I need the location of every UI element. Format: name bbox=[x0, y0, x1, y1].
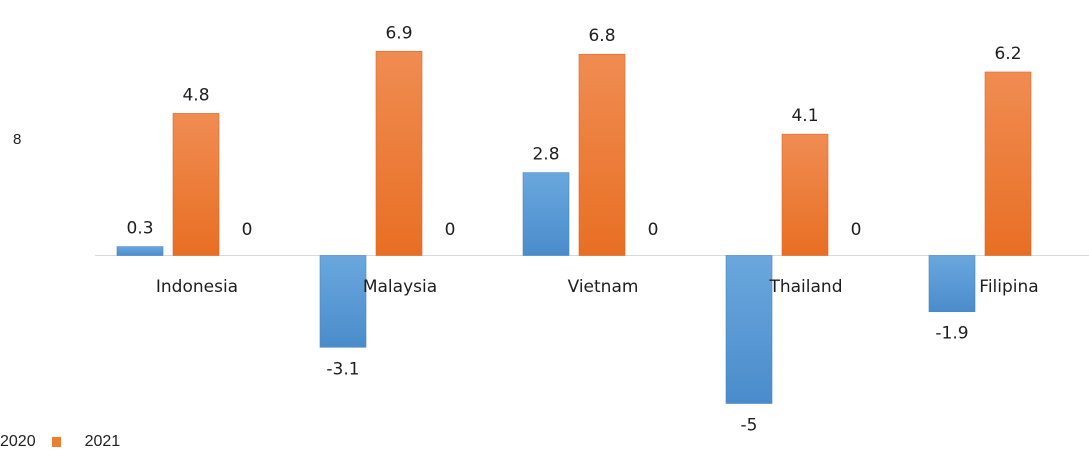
category-label-thailand: Thailand bbox=[768, 277, 842, 297]
data-label-2021-vietnam: 6.8 bbox=[588, 26, 615, 46]
data-label-zero-thailand: 0 bbox=[851, 220, 862, 240]
bar-2021-vietnam bbox=[578, 53, 626, 256]
data-label-2020-filipina: -1.9 bbox=[935, 324, 968, 344]
data-label-zero-indonesia: 0 bbox=[242, 220, 253, 240]
bar-2020-thailand bbox=[725, 255, 773, 404]
bar-2021-thailand bbox=[781, 133, 829, 256]
bar-2021-malaysia bbox=[375, 50, 423, 256]
data-label-2021-malaysia: 6.9 bbox=[385, 23, 412, 43]
legend-item-2020: 2020 bbox=[0, 433, 36, 451]
bar-2021-filipina bbox=[984, 71, 1032, 256]
data-label-2021-indonesia: 4.8 bbox=[182, 85, 209, 105]
bar-2020-filipina bbox=[928, 255, 976, 313]
category-label-vietnam: Vietnam bbox=[568, 277, 639, 297]
category-label-indonesia: Indonesia bbox=[156, 277, 238, 297]
data-label-zero-vietnam: 0 bbox=[648, 220, 659, 240]
data-label-2020-malaysia: -3.1 bbox=[326, 359, 359, 379]
data-label-zero-malaysia: 0 bbox=[445, 220, 456, 240]
data-label-2020-indonesia: 0.3 bbox=[126, 219, 153, 239]
stray-axis-label: 8 bbox=[13, 131, 22, 148]
data-label-2020-thailand: -5 bbox=[741, 416, 758, 433]
bar-2020-indonesia bbox=[116, 246, 164, 256]
bar-2020-vietnam bbox=[522, 172, 570, 256]
legend-swatch-2021 bbox=[51, 436, 61, 447]
legend-item-2021: 2021 bbox=[36, 432, 121, 451]
bar-2020-malaysia bbox=[319, 255, 367, 348]
category-label-malaysia: Malaysia bbox=[363, 277, 437, 297]
data-label-2021-filipina: 6.2 bbox=[994, 44, 1021, 64]
legend-label-2020: 2020 bbox=[0, 432, 36, 450]
category-label-filipina: Filipina bbox=[979, 277, 1038, 297]
data-label-2020-vietnam: 2.8 bbox=[532, 145, 559, 165]
bar-2021-indonesia bbox=[172, 113, 220, 256]
data-label-2021-thailand: 4.1 bbox=[791, 106, 818, 126]
legend-label-2021: 2021 bbox=[84, 432, 121, 450]
chart-legend: 2020 2021 bbox=[0, 432, 120, 451]
chart-plot: 0.3 4.8 0 Indonesia -3.1 6.9 0 Malaysia 2.8 6.8 0 V… bbox=[95, 23, 1089, 433]
